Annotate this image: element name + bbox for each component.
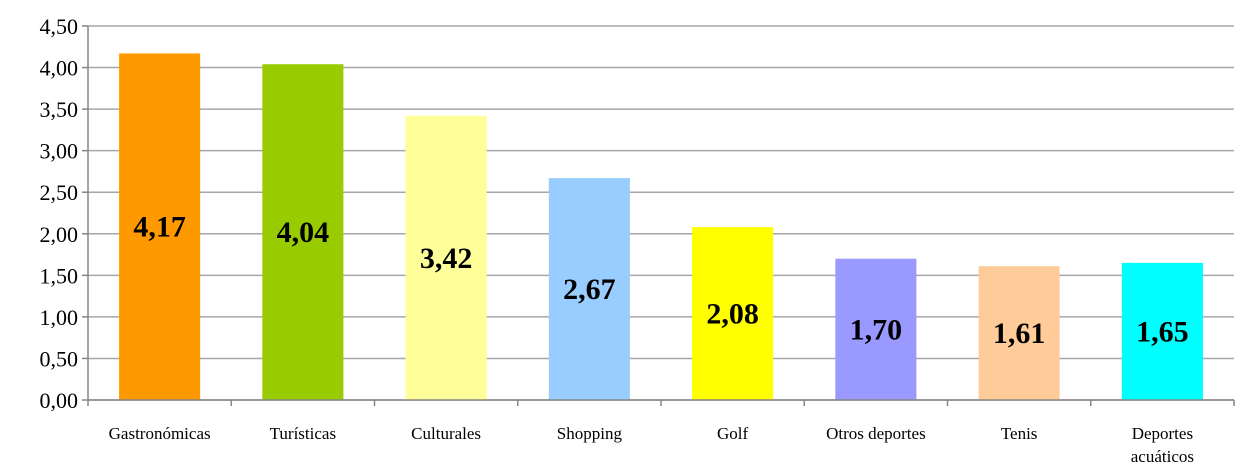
bar <box>1121 262 1203 400</box>
x-tick-label: Shopping <box>557 424 623 443</box>
y-tick-label: 3,00 <box>40 139 79 164</box>
data-label: 3,42 <box>420 242 473 275</box>
data-label: 1,65 <box>1136 315 1189 348</box>
y-tick-label: 4,50 <box>40 14 79 39</box>
bar <box>978 266 1060 400</box>
bar <box>262 64 344 400</box>
y-tick-label: 1,50 <box>40 263 79 288</box>
x-tick-label: Gastronómicas <box>109 424 211 443</box>
data-label: 1,61 <box>993 317 1046 350</box>
bars: 4,17 4,04 3,42 2,67 2,08 1,70 1,61 1,65 <box>119 53 1203 400</box>
x-tick-label: Golf <box>717 424 749 443</box>
y-tick-label: 4,00 <box>40 56 79 81</box>
x-tick-label: Turísticas <box>270 424 336 443</box>
x-tick-label-line: Culturales <box>411 424 481 443</box>
y-tick-label: 3,50 <box>40 97 79 122</box>
x-tick-label-line: acuáticos <box>1131 447 1194 466</box>
y-axis: 0,00 0,50 1,00 1,50 2,00 2,50 3,00 3,50 4,00 4,50 <box>40 14 89 413</box>
gridlines <box>88 25 1234 401</box>
x-tick-label: Deportes acuáticos <box>1131 424 1194 466</box>
bar <box>835 258 917 400</box>
bar <box>405 115 487 400</box>
data-label: 2,67 <box>563 273 616 306</box>
y-tick-label: 2,00 <box>40 222 79 247</box>
data-label: 4,17 <box>133 211 186 244</box>
data-label: 1,70 <box>850 313 903 346</box>
bar <box>119 53 201 400</box>
x-tick-label: Otros deportes <box>826 424 926 443</box>
data-label: 4,04 <box>277 216 330 249</box>
y-tick-label: 2,50 <box>40 180 79 205</box>
data-label: 2,08 <box>706 298 759 331</box>
x-tick-label-line: Otros deportes <box>826 424 926 443</box>
bar <box>692 227 774 400</box>
y-tick-label: 0,00 <box>40 388 79 413</box>
x-tick-label-line: Shopping <box>557 424 623 443</box>
x-tick-label-line: Golf <box>717 424 749 443</box>
y-tick-label: 1,00 <box>40 305 79 330</box>
x-tick-label: Tenis <box>1001 424 1038 443</box>
x-tick-label-line: Gastronómicas <box>109 424 211 443</box>
y-tick-label: 0,50 <box>40 346 79 371</box>
x-axis: Gastronómicas Turísticas Culturales Shoppin… <box>87 399 1235 466</box>
x-tick-label-line: Turísticas <box>270 424 336 443</box>
x-tick-label: Culturales <box>411 424 481 443</box>
x-tick-label-line: Deportes <box>1132 424 1193 443</box>
bar <box>548 178 630 400</box>
x-tick-label-line: Tenis <box>1001 424 1038 443</box>
